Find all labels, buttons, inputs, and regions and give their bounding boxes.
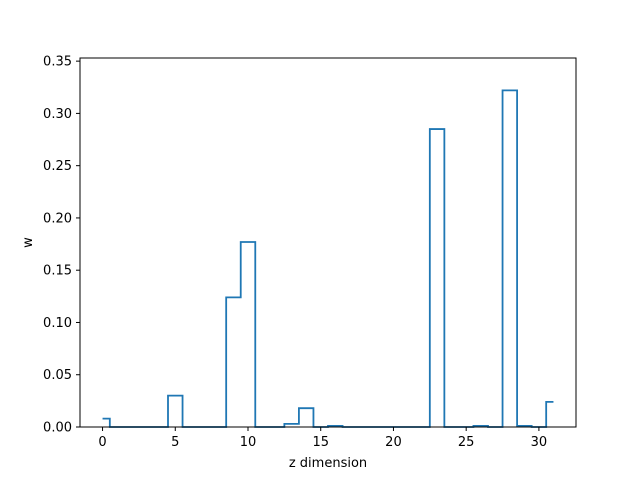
x-tick-label: 25 <box>458 435 475 450</box>
y-tick-label: 0.20 <box>43 211 72 226</box>
y-axis-label: w <box>21 237 36 248</box>
y-tick-label: 0.05 <box>43 368 72 383</box>
y-axis-ticks: 0.00 0.05 0.10 0.15 0.20 0.25 0.30 0.35 <box>43 55 80 436</box>
x-tick-label: 30 <box>531 435 548 450</box>
y-tick-label: 0.25 <box>43 159 72 174</box>
y-tick-label: 0.00 <box>43 421 72 436</box>
plot-background <box>80 58 576 427</box>
x-tick-label: 15 <box>312 435 329 450</box>
plot-frame <box>79 57 577 428</box>
x-tick-label: 0 <box>98 435 106 450</box>
x-axis-ticks: 0 5 10 15 20 25 30 <box>98 427 547 450</box>
y-tick-label: 0.30 <box>43 107 72 122</box>
x-tick-label: 5 <box>171 435 179 450</box>
x-tick-label: 20 <box>385 435 402 450</box>
y-tick-label: 0.15 <box>43 264 72 279</box>
x-tick-label: 10 <box>240 435 257 450</box>
x-axis-label: z dimension <box>289 456 367 471</box>
y-tick-label: 0.35 <box>43 55 72 70</box>
y-tick-label: 0.10 <box>43 316 72 331</box>
